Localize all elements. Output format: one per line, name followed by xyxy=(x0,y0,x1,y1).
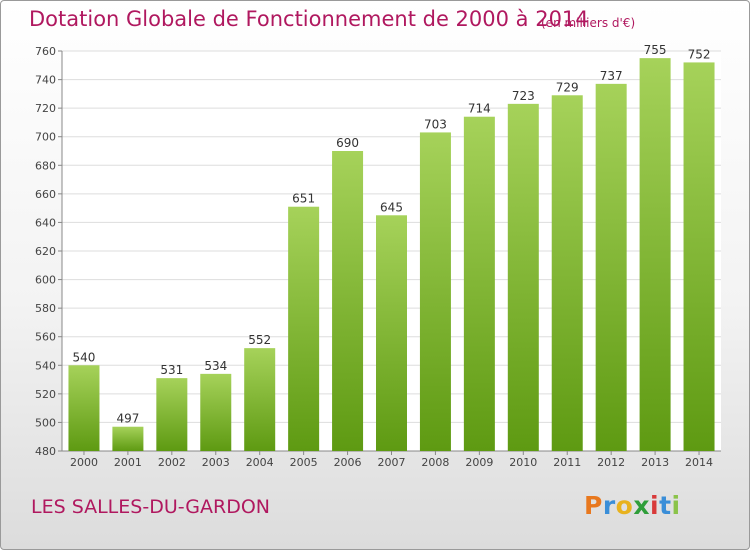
data-label-2002: 531 xyxy=(160,363,183,377)
bar-2002 xyxy=(156,378,188,451)
x-tick-label: 2000 xyxy=(70,456,98,469)
x-tick-label: 2012 xyxy=(597,456,625,469)
data-label-2007: 645 xyxy=(380,200,403,214)
x-tick-label: 2008 xyxy=(421,456,449,469)
bar-2011 xyxy=(551,95,583,452)
x-tick-label: 2009 xyxy=(465,456,493,469)
x-tick-label: 2002 xyxy=(158,456,186,469)
bar-2010 xyxy=(507,103,539,451)
y-tick-label: 480 xyxy=(35,445,56,458)
y-tick-label: 640 xyxy=(35,216,56,229)
bar-2005 xyxy=(288,206,320,451)
data-label-2005: 651 xyxy=(292,192,315,206)
data-label-2011: 729 xyxy=(556,80,579,94)
bar-2006 xyxy=(332,151,364,451)
y-tick-label: 740 xyxy=(35,74,56,87)
x-tick-label: 2011 xyxy=(553,456,581,469)
data-label-2010: 723 xyxy=(512,89,535,103)
y-tick-label: 500 xyxy=(35,416,56,429)
bar-2003 xyxy=(200,373,232,451)
bar-2004 xyxy=(244,348,276,451)
y-tick-label: 620 xyxy=(35,245,56,258)
y-tick-label: 680 xyxy=(35,159,56,172)
data-label-2001: 497 xyxy=(116,412,139,426)
x-tick-label: 2010 xyxy=(509,456,537,469)
y-tick-label: 760 xyxy=(35,45,56,58)
data-label-2009: 714 xyxy=(468,102,491,116)
data-label-2014: 752 xyxy=(688,47,711,61)
bar-2014 xyxy=(683,62,715,452)
x-tick-label: 2014 xyxy=(685,456,713,469)
bar-2009 xyxy=(463,116,495,451)
y-tick-label: 700 xyxy=(35,131,56,144)
x-tick-label: 2013 xyxy=(641,456,669,469)
data-label-2003: 534 xyxy=(204,359,227,373)
x-tick-label: 2006 xyxy=(334,456,362,469)
data-label-2013: 755 xyxy=(644,43,667,57)
chart-title: Dotation Globale de Fonctionnement de 20… xyxy=(29,7,589,31)
data-label-2006: 690 xyxy=(336,136,359,150)
commune-name: LES SALLES-DU-GARDON xyxy=(31,496,271,518)
y-tick-label: 520 xyxy=(35,388,56,401)
y-tick-label: 660 xyxy=(35,188,56,201)
x-tick-label: 2005 xyxy=(290,456,318,469)
bar-2007 xyxy=(376,215,407,451)
y-tick-label: 600 xyxy=(35,274,56,287)
y-tick-label: 580 xyxy=(35,302,56,315)
bar-2012 xyxy=(595,83,627,451)
data-label-2004: 552 xyxy=(248,333,271,347)
bars: 540 497 531 534 552 651 690 645 703 714 723 729 737 7… xyxy=(68,43,715,452)
x-tick-label: 2003 xyxy=(202,456,230,469)
y-tick-label: 560 xyxy=(35,331,56,344)
y-tick-label: 540 xyxy=(35,359,56,372)
proxiti-logo[interactable]: Proxiti xyxy=(584,491,681,520)
y-tick-label: 720 xyxy=(35,102,56,115)
bar-2013 xyxy=(639,58,671,452)
bar-2008 xyxy=(419,132,451,451)
data-label-2008: 703 xyxy=(424,117,447,131)
data-label-2012: 737 xyxy=(600,69,623,83)
chart-unit-label: (en milliers d'€) xyxy=(541,16,636,30)
x-tick-label: 2001 xyxy=(114,456,142,469)
bar-2000 xyxy=(68,365,100,451)
x-tick-label: 2004 xyxy=(246,456,274,469)
x-tick-label: 2007 xyxy=(378,456,406,469)
data-label-2000: 540 xyxy=(73,350,96,364)
bar-2001 xyxy=(112,426,144,451)
